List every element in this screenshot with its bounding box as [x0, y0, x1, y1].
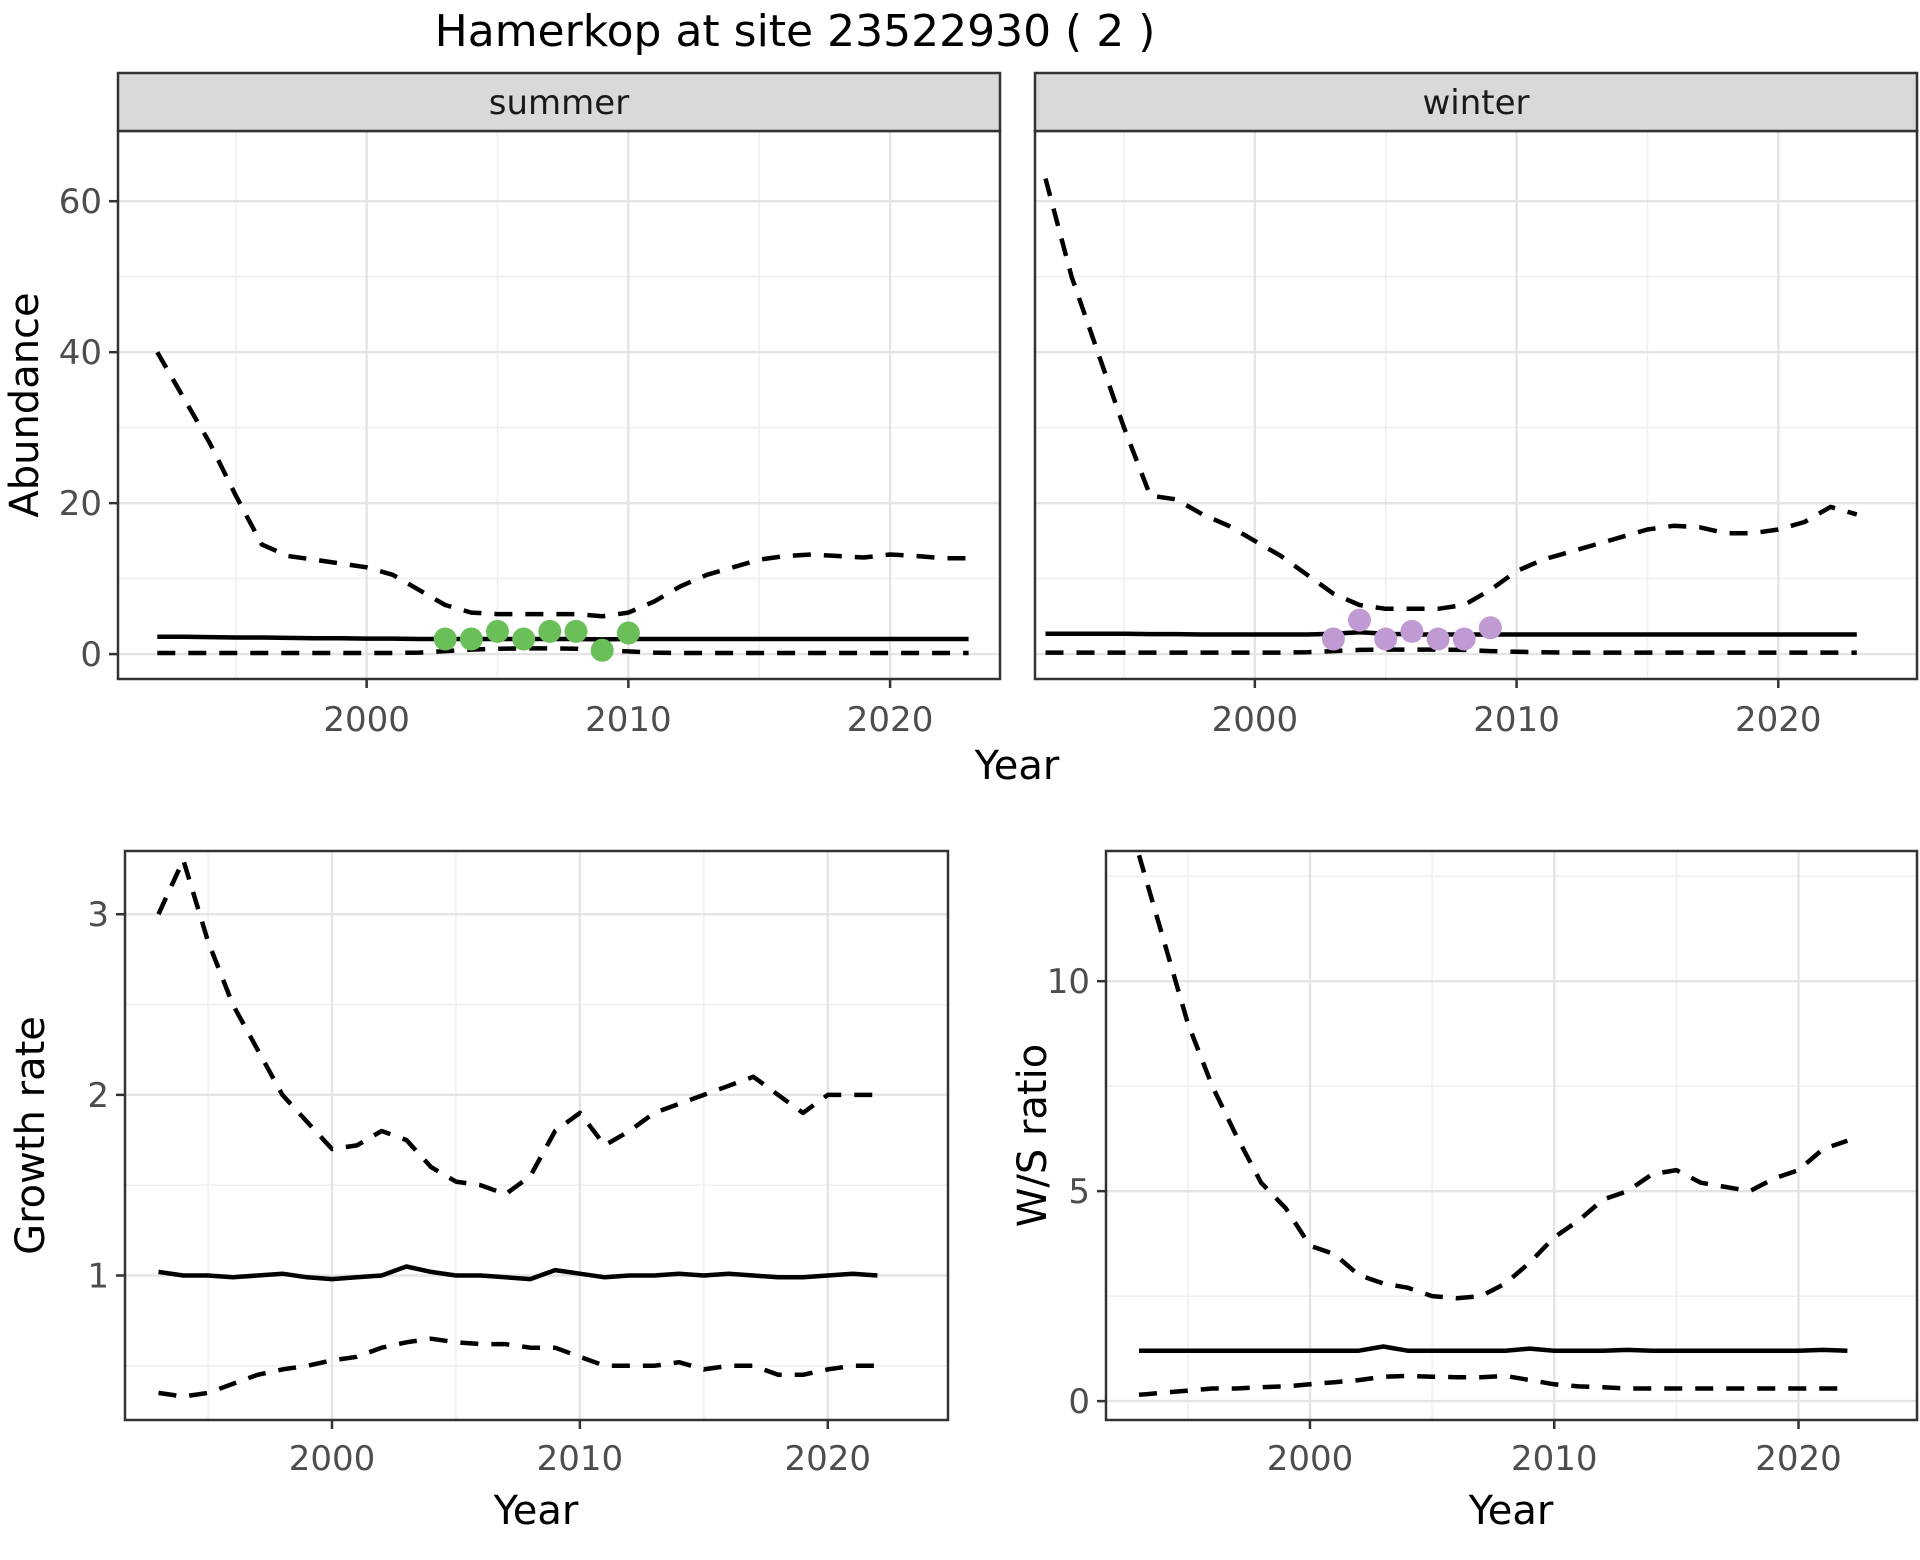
summer-abundance-lower-ci-line [157, 646, 969, 656]
y-tick-label: 1 [87, 1256, 109, 1296]
y-tick-label: 60 [59, 182, 102, 222]
ws-ratio-upper-ci-line [1136, 854, 1849, 1301]
facet-strip [1033, 71, 1919, 133]
winter-abundance-fit-line [1045, 629, 1857, 637]
panel-background [125, 851, 948, 1420]
gridlines [1106, 851, 1917, 1420]
x-tick-label: 2010 [585, 700, 672, 740]
y-tick-label: 0 [80, 635, 102, 675]
data-point [512, 627, 536, 651]
ws-ratio-fit-line [1139, 1344, 1848, 1353]
data-point [1400, 619, 1424, 643]
summer-abundance-fit-line [157, 634, 969, 642]
x-tick-label: 2010 [1511, 1439, 1598, 1479]
ws-ratio-lower-ci-line [1138, 1373, 1848, 1398]
panel-background [1106, 851, 1917, 1420]
y-axis-title: Abundance [2, 292, 48, 517]
summer-abundance-panel: summer 2000 2010 2020 0 20 40 60 Abundance Year [2, 71, 1060, 789]
panel-border [123, 849, 950, 1422]
data-point [433, 627, 457, 651]
x-tick-label: 2010 [537, 1439, 624, 1479]
y-tick-label: 0 [1068, 1382, 1090, 1422]
x-tick-label: 2020 [1735, 700, 1822, 740]
data-point [1478, 616, 1502, 640]
winter-observed-points [1321, 608, 1502, 651]
growth-rate-panel: 2000 2010 2020 1 2 3 Growth rate Year [8, 849, 950, 1534]
data-point [616, 621, 640, 645]
facet-strip-label: summer [489, 83, 629, 123]
page-title: Hamerkop at site 23522930 ( 2 ) [434, 6, 1156, 57]
x-tick-label: 2020 [1755, 1439, 1842, 1479]
panel-background [118, 131, 1000, 679]
y-tick-label: 20 [59, 484, 102, 524]
x-tick-label: 2020 [785, 1439, 872, 1479]
x-axis-title: Year [1468, 1488, 1554, 1534]
facet-strip-label: winter [1422, 83, 1529, 123]
winter-abundance-panel: winter 2000 2010 2020 [1033, 71, 1919, 740]
y-tick-label: 3 [87, 895, 109, 935]
facet-strip [116, 71, 1002, 133]
y-tick-label: 40 [59, 333, 102, 373]
summer-abundance-upper-ci-line [155, 351, 969, 619]
x-axis-title: Year [493, 1488, 579, 1534]
x-tick-label: 2000 [323, 700, 410, 740]
ws-ratio-panel: 2000 2010 2020 0 5 10 W/S ratio Year [1010, 849, 1919, 1534]
x-axis-title: Year [974, 743, 1060, 789]
data-point [538, 619, 562, 643]
x-tick-label: 2000 [1212, 700, 1299, 740]
data-point [1426, 627, 1450, 651]
y-axis-title: Growth rate [8, 1016, 54, 1255]
data-point [486, 619, 509, 643]
panel-background [1035, 131, 1917, 679]
x-tick-label: 2020 [847, 700, 934, 740]
data-point [564, 619, 588, 643]
y-tick-label: 2 [87, 1076, 109, 1116]
data-point [1452, 627, 1476, 651]
x-tick-label: 2000 [1267, 1439, 1354, 1479]
data-point [1374, 627, 1398, 651]
data-point [459, 627, 483, 651]
x-tick-label: 2000 [289, 1439, 376, 1479]
panel-border [1104, 849, 1919, 1422]
summer-observed-points [433, 619, 640, 662]
winter-abundance-upper-ci-line [1043, 178, 1858, 612]
data-point [1321, 627, 1345, 651]
y-tick-label: 10 [1047, 962, 1090, 1002]
data-point [590, 638, 614, 662]
growth-rate-upper-ci-line [156, 857, 878, 1197]
winter-abundance-lower-ci-line [1045, 647, 1857, 655]
y-axis-title: W/S ratio [1010, 1044, 1056, 1227]
growth-rate-fit-line [158, 1264, 878, 1282]
data-point [1348, 608, 1371, 632]
y-tick-label: 5 [1068, 1172, 1090, 1212]
x-tick-label: 2010 [1473, 700, 1560, 740]
